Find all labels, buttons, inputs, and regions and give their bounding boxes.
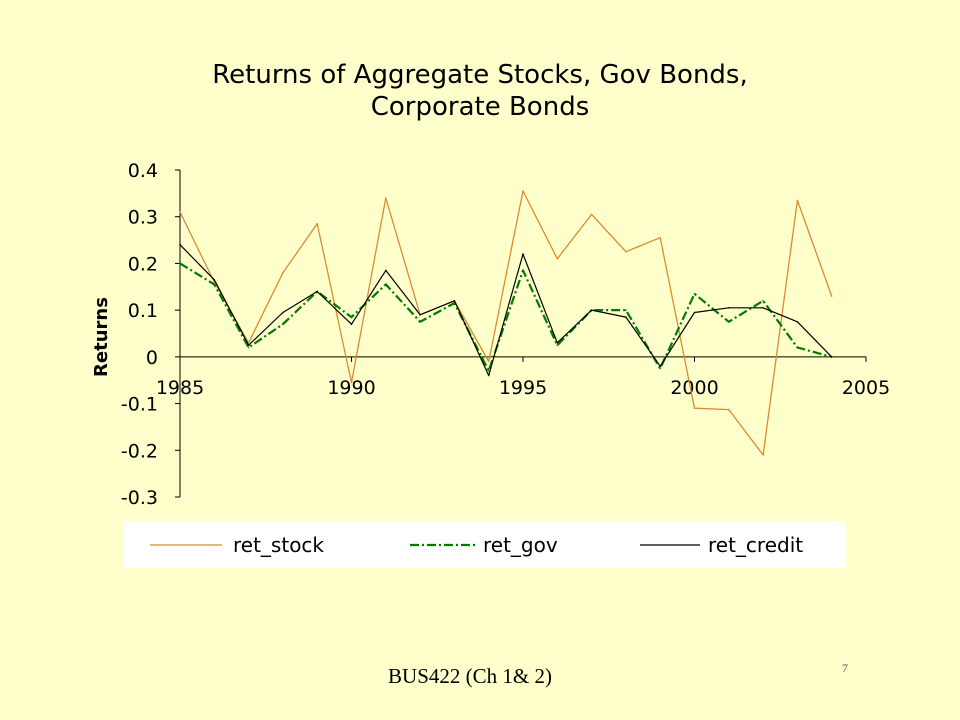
ret-stock-point [350, 381, 353, 384]
ret-stock-line [179, 190, 833, 456]
ret-credit-point [487, 374, 490, 377]
series-ret-gov [179, 262, 833, 372]
y-tick-label: 0.1 [128, 300, 158, 322]
ret-gov-point [659, 367, 661, 370]
ret-stock-point [693, 407, 696, 410]
ret-stock-point [625, 250, 627, 253]
x-tick-label: 1985 [156, 377, 204, 399]
ret-stock-point [487, 360, 490, 363]
ret-stock-point [316, 222, 319, 225]
x-tick-label: 2000 [670, 377, 718, 399]
ret-gov-point [522, 269, 524, 272]
ret-credit-point [693, 311, 696, 314]
ret-credit-point [625, 316, 627, 318]
ret-gov-line [179, 262, 832, 372]
ret-gov-point [247, 346, 250, 349]
ret-gov-point [282, 323, 284, 326]
legend-label-ret-stock: ret_stock [233, 533, 324, 557]
ret-credit-point [453, 300, 456, 302]
ret-stock-point [728, 408, 730, 411]
series-ret-stock [179, 190, 833, 456]
ret-stock-point [830, 295, 833, 297]
ret-credit-point [590, 309, 593, 311]
ret-stock-point [796, 199, 799, 202]
ret-credit-point [213, 279, 216, 281]
y-tick-label: 0 [146, 347, 158, 369]
ret-gov-point [796, 346, 799, 349]
ret-gov-point [419, 321, 421, 323]
chart-title: Returns of Aggregate Stocks, Gov Bonds, … [212, 60, 748, 122]
legend-box [123, 521, 846, 568]
y-tick-label: 0.2 [128, 253, 158, 275]
ret-credit-point [830, 356, 833, 358]
ret-credit-point [762, 307, 764, 309]
y-tick-label: 0.3 [128, 207, 158, 229]
x-tick-label: 2005 [842, 377, 890, 399]
ret-credit-line [179, 244, 833, 377]
y-tick-label: -0.3 [121, 487, 158, 509]
legend: ret_stock ret_gov ret_credit [123, 521, 846, 568]
ret-gov-point [762, 300, 764, 302]
ret-credit-point [659, 365, 661, 368]
ret-gov-point [556, 344, 559, 347]
ret-credit-point [350, 323, 353, 326]
legend-label-ret-gov: ret_gov [483, 533, 558, 557]
y-tick-label: -0.1 [121, 394, 158, 416]
slide-number: 7 [842, 661, 848, 675]
x-tick-label: 1995 [499, 377, 547, 399]
ret-gov-point [728, 321, 730, 323]
ret-stock-point [762, 454, 764, 456]
ret-stock-point [282, 272, 284, 274]
ret-credit-point [179, 243, 181, 246]
x-tick-label: 1990 [327, 377, 375, 399]
ret-credit-point [796, 321, 799, 323]
ret-credit-point [556, 342, 559, 344]
slide-footer: BUS422 (Ch 1& 2) [388, 664, 552, 688]
y-tick-label: -0.2 [121, 440, 158, 462]
ret-gov-point [213, 283, 216, 286]
ret-stock-point [556, 258, 559, 260]
ret-stock-point [659, 236, 661, 239]
ret-gov-point [350, 316, 353, 318]
ret-credit-point [247, 344, 250, 347]
axes: 0.4 0.3 0.2 0.1 0 -0.1 -0.2 -0.3 1985 1990 1995 200… [121, 160, 890, 509]
ret-credit-point [282, 311, 284, 314]
ret-stock-point [179, 211, 181, 213]
ret-credit-point [522, 253, 524, 255]
ret-credit-point [419, 314, 421, 316]
ret-credit-point [728, 307, 730, 309]
ret-stock-point [590, 213, 593, 216]
legend-label-ret-credit: ret_credit [708, 533, 803, 557]
ret-stock-point [385, 197, 387, 199]
ret-credit-point [385, 269, 387, 272]
y-axis-title: Returns [91, 297, 112, 377]
ret-gov-point [487, 370, 490, 372]
y-tick-label: 0.4 [128, 160, 158, 182]
ret-credit-point [316, 290, 319, 293]
ret-gov-point [385, 283, 387, 286]
ret-gov-point [693, 293, 696, 295]
ret-gov-point [179, 262, 181, 265]
ret-stock-point [522, 190, 524, 192]
series-ret-credit [179, 243, 833, 377]
ret-gov-point [625, 309, 627, 311]
